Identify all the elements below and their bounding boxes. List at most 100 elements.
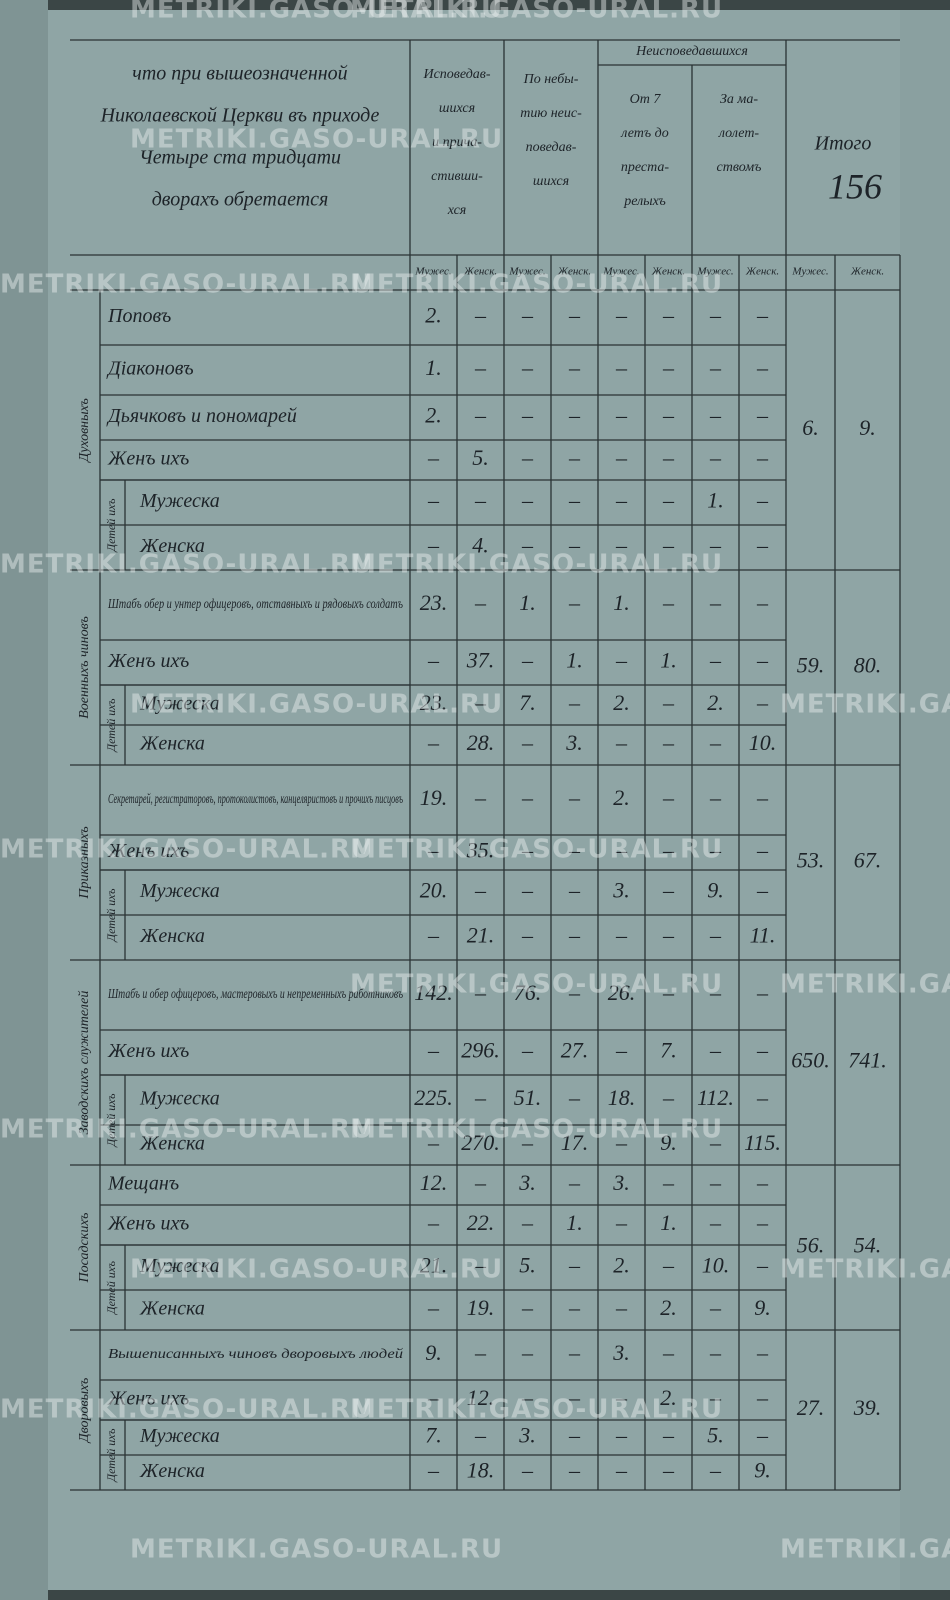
row-label: Женска (139, 535, 205, 557)
cell-value: 76. (514, 980, 542, 1005)
cell-value: – (709, 785, 722, 810)
cell-value: – (709, 1458, 722, 1483)
cell-value: – (662, 980, 675, 1005)
cell-value: 9. (754, 1295, 771, 1320)
cell-value: 1. (566, 1210, 583, 1235)
cell-value: – (709, 403, 722, 428)
cell-value: – (615, 730, 628, 755)
group-total: 6. (802, 415, 819, 440)
row-label: Женска (139, 1460, 205, 1482)
cell-value: 12. (420, 1170, 448, 1195)
row-label: Діаконовъ (106, 358, 194, 380)
watermark: METRIKI.GASO-URAL.RU (350, 270, 723, 300)
cell-value: – (709, 303, 722, 328)
cell-value: – (474, 690, 487, 715)
header-text: поведав- (526, 140, 577, 155)
cell-value: – (568, 1423, 581, 1448)
cell-value: 2. (613, 690, 630, 715)
cell-value: – (474, 980, 487, 1005)
row-label: Поповъ (107, 305, 171, 327)
cell-value: – (662, 1253, 675, 1278)
row-label: Секретарей, регистраторовъ, протоколисто… (108, 792, 403, 807)
header-text: Неисповедавшихся (635, 44, 748, 59)
cell-value: – (521, 403, 534, 428)
cell-value: – (521, 355, 534, 380)
cell-value: – (756, 980, 769, 1005)
cell-value: 3. (565, 730, 583, 755)
cell-value: – (615, 923, 628, 948)
row-label: Вышеписанныхъ чиновъ дворовыхъ людей (108, 1347, 403, 1362)
cell-value: 20. (420, 878, 448, 903)
cell-value: 21. (420, 1253, 448, 1278)
cell-value: – (662, 838, 675, 863)
row-label: Женъ ихъ (107, 1213, 189, 1235)
sex-label: Женск. (463, 266, 497, 278)
watermark: METRIKI.GASO-URAL.RU (780, 1255, 950, 1285)
header-text: хся (447, 203, 467, 218)
cell-value: – (521, 1295, 534, 1320)
cell-value: – (756, 488, 769, 513)
cell-value: 2. (425, 303, 442, 328)
cell-value: – (615, 303, 628, 328)
sex-label: Женск. (850, 266, 884, 278)
header-text: дворахъ обретается (152, 189, 329, 211)
cell-value: 9. (660, 1130, 677, 1155)
cell-value: – (568, 1340, 581, 1365)
cell-value: – (427, 923, 440, 948)
cell-value: – (756, 533, 769, 558)
watermark: METRIKI.GASO-URAL.RU (350, 835, 723, 865)
cell-value: – (474, 1340, 487, 1365)
row-label: Женъ ихъ (107, 448, 189, 470)
watermark: METRIKI.GASO-URAL.RU (130, 690, 503, 720)
cell-value: – (568, 785, 581, 810)
cell-value: – (521, 1210, 534, 1235)
cell-value: – (427, 730, 440, 755)
group-total: 67. (854, 848, 882, 873)
cell-value: 18. (608, 1085, 636, 1110)
group-total: 56. (797, 1233, 825, 1258)
cell-value: – (521, 303, 534, 328)
row-label: Мужеска (139, 693, 220, 715)
cell-value: – (756, 648, 769, 673)
header-text: летъ до (620, 126, 668, 141)
group-label: Духовныхъ (77, 398, 92, 463)
row-label: Мужеска (139, 880, 220, 902)
sex-label: Женск. (557, 266, 591, 278)
row-label: Мужеска (139, 490, 220, 512)
cell-value: – (756, 690, 769, 715)
cell-value: 1. (613, 590, 630, 615)
header-text: ствомъ (717, 160, 762, 175)
watermark: METRIKI.GASO-URAL.RU (780, 970, 950, 1000)
cell-value: 21. (467, 923, 495, 948)
cell-value: – (427, 648, 440, 673)
watermark: METRIKI.GASO-URAL.RU (0, 270, 373, 300)
cell-value: – (662, 355, 675, 380)
row-label: Мужеска (139, 1088, 220, 1110)
cell-value: – (756, 838, 769, 863)
cell-value: – (662, 590, 675, 615)
header-text: и прича- (432, 135, 482, 150)
cell-value: – (756, 403, 769, 428)
cell-value: – (521, 488, 534, 513)
cell-value: – (662, 1340, 675, 1365)
group-total: 53. (797, 848, 825, 873)
sex-label: Мужес. (791, 266, 828, 278)
cell-value: – (662, 878, 675, 903)
cell-value: – (521, 1130, 534, 1155)
cell-value: – (474, 1170, 487, 1195)
watermark: METRIKI.GASO-URAL.RU (350, 1115, 723, 1145)
cell-value: – (709, 533, 722, 558)
cell-value: 5. (707, 1423, 724, 1448)
cell-value: – (615, 1295, 628, 1320)
cell-value: – (662, 1423, 675, 1448)
cell-value: – (474, 1423, 487, 1448)
cell-value: 1. (519, 590, 536, 615)
watermark: METRIKI.GASO-URAL.RU (0, 1115, 373, 1145)
cell-value: 3. (518, 1170, 536, 1195)
cell-value: – (709, 648, 722, 673)
cell-value: – (474, 303, 487, 328)
cell-value: – (521, 533, 534, 558)
cell-value: – (615, 355, 628, 380)
cell-value: – (427, 533, 440, 558)
